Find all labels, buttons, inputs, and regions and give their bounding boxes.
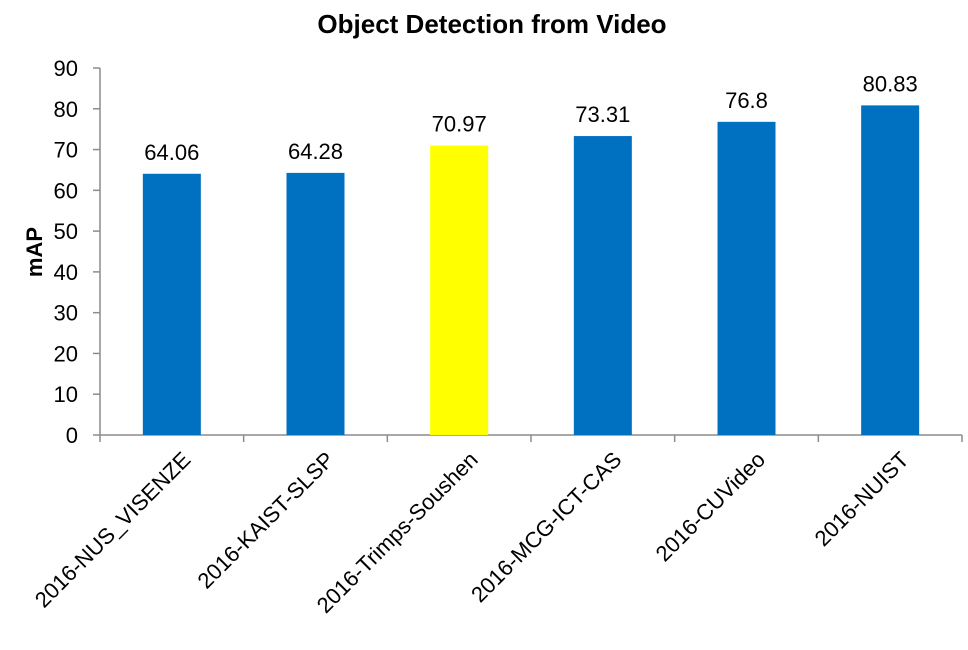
data-label: 80.83: [863, 71, 918, 96]
bar-2016-cuvideo: [717, 121, 776, 436]
y-tick-label: 60: [54, 178, 78, 203]
data-label: 64.28: [288, 139, 343, 164]
bar-2016-nus-visenze: [142, 173, 201, 435]
bar-2016-trimps-soushen: [430, 145, 489, 436]
category-label: 2016-Trimps-Soushen: [312, 447, 483, 618]
data-label: 73.31: [575, 102, 630, 127]
category-labels: 2016-NUS_VISENZE2016-KAIST-SLSP2016-Trim…: [30, 447, 914, 618]
bars: [142, 105, 920, 436]
y-tick-label: 90: [54, 56, 78, 81]
y-tick-label: 40: [54, 260, 78, 285]
y-tick-label: 30: [54, 301, 78, 326]
data-label: 64.06: [144, 140, 199, 165]
y-axis: 0 10 20 30 40 50 60 70 80 90: [54, 56, 101, 448]
data-label: 76.8: [725, 88, 768, 113]
data-labels: 64.06 64.28 70.97 73.31 76.8 80.83: [144, 71, 917, 164]
bar-2016-mcg-ict-cas: [573, 136, 632, 435]
category-label: 2016-NUS_VISENZE: [30, 447, 196, 613]
y-tick-label: 20: [54, 341, 78, 366]
bar-2016-nuist: [861, 105, 920, 435]
chart-title: Object Detection from Video: [317, 9, 666, 39]
category-label: 2016-MCG-ICT-CAS: [466, 447, 626, 607]
y-axis-label: mAP: [22, 227, 47, 277]
category-label: 2016-CUVideo: [651, 447, 770, 566]
bar-2016-kaist-slsp: [286, 172, 345, 436]
y-tick-label: 50: [54, 219, 78, 244]
y-tick-label: 10: [54, 382, 78, 407]
x-axis: [99, 434, 963, 442]
y-tick-label: 70: [54, 138, 78, 163]
category-label: 2016-NUIST: [810, 447, 914, 551]
data-label: 70.97: [432, 112, 487, 137]
y-tick-label: 0: [66, 423, 78, 448]
category-label: 2016-KAIST-SLSP: [193, 447, 340, 594]
y-tick-label: 80: [54, 97, 78, 122]
